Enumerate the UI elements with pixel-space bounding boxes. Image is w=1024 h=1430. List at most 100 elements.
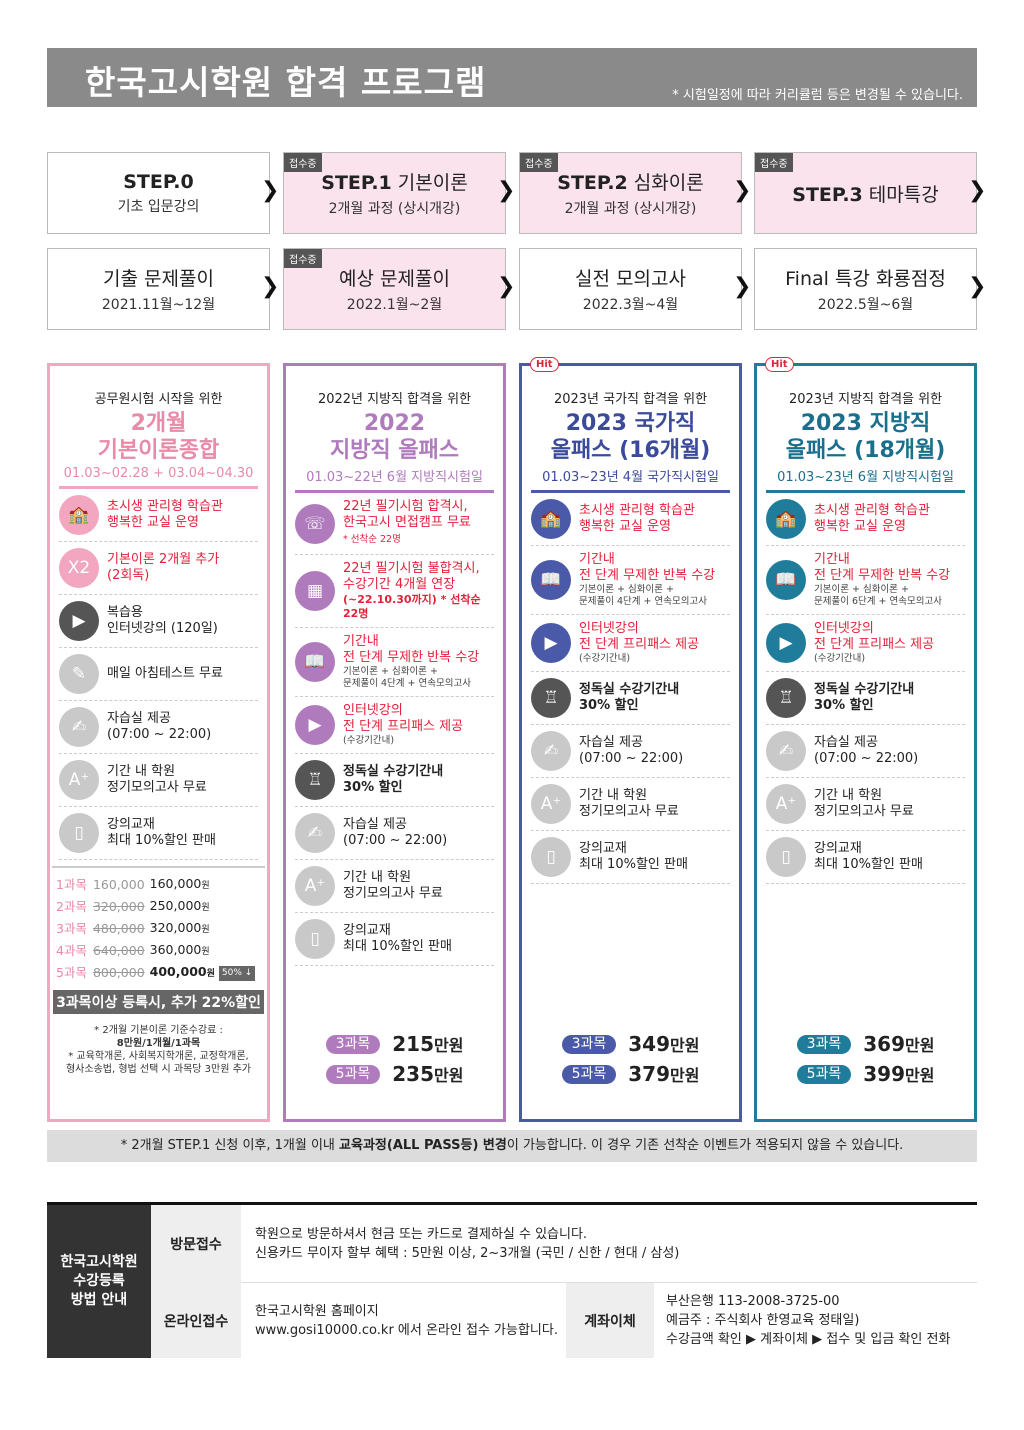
desk-icon: ♖ [295, 760, 335, 800]
visit-line: 학원으로 방문하셔서 현금 또는 카드로 결제하실 수 있습니다. [255, 1226, 588, 1242]
step-name: 실전 모의고사 [575, 268, 686, 290]
program-subtitle: 공무원시험 시작을 위한 [94, 392, 223, 407]
original-price: 640,000 [92, 943, 145, 958]
bank-line: 수강금액 확인 ▶ 계좌이체 ▶ 접수 및 입금 확인 전화 [666, 1332, 951, 1347]
program-title: 2023 지방직 올패스 (18개월) [766, 410, 965, 464]
step-number: STEP.3 [792, 183, 863, 206]
subject-count: 3과목 [56, 921, 87, 936]
step-subtitle: 2021.11월~12월 [101, 297, 216, 313]
feature-line: 자습실 제공 [814, 735, 878, 750]
feature-line: 인터넷강의 [579, 621, 639, 636]
step-card[interactable]: STEP.0 기초 입문강의 [47, 152, 270, 234]
title-line: 기본이론종합 [97, 438, 220, 463]
price-row: 2과목 320,000 250,000원 [52, 896, 265, 918]
step-card[interactable]: 접수중 예상 문제풀이 2022.1월~2월 [283, 248, 506, 330]
arrow-right-icon: ❯ [733, 274, 752, 299]
total-prices: 3과목 215만원 5과목 235만원 [295, 1019, 494, 1089]
sale-price: 320,000원 [149, 920, 210, 935]
feature-line: 복습용 [107, 605, 143, 620]
open-book-icon: 📖 [766, 560, 806, 600]
feature-text: 복습용 인터넷강의 (120일) [107, 605, 218, 637]
total-amount: 349만원 [628, 1032, 700, 1056]
school-icon: 🏫 [59, 495, 99, 535]
amount-unit: 만원 [669, 1036, 700, 1055]
total-amount: 369만원 [863, 1032, 935, 1056]
program-title: 2개월 기본이론종합 [59, 410, 258, 464]
registration-title: 한국고시학원 수강등록 방법 안내 [47, 1205, 151, 1358]
feature-line: 기간 내 학원 [579, 788, 648, 803]
feature-line: 기간 내 학원 [343, 870, 412, 885]
feature-line: 문제풀이 4단계 + 연속모의고사 [343, 678, 471, 689]
total-row: 3과목 369만원 [796, 1032, 935, 1056]
extra-discount-banner: 3과목이상 등록시, 추가 22%할인 [53, 990, 264, 1014]
feature-line: 기본이론 + 심화이론 + [579, 584, 674, 595]
price-table: 1과목 160,000 160,000원 2과목 320,000 250,000원 3과목 4… [52, 866, 265, 984]
bank-line: 부산은행 113-2008-3725-00 [666, 1294, 840, 1309]
step-card[interactable]: 접수중 STEP.3 테마특강 [754, 152, 977, 234]
step-card[interactable]: Final 특강 화룡점정 2022.5월~6월 [754, 248, 977, 330]
program-subtitle: 2023년 지방직 합격을 위한 [788, 392, 943, 407]
feature-line: 자습실 제공 [579, 735, 643, 750]
feature-line: 기본이론 + 심화이론 + [343, 666, 438, 677]
visit-info: 학원으로 방문하셔서 현금 또는 카드로 결제하실 수 있습니다. 신용카드 무… [241, 1205, 977, 1283]
status-badge: 접수중 [284, 153, 322, 172]
feature-text: 초시생 관리형 학습관 행복한 교실 운영 [107, 499, 223, 531]
feature-text: 기간 내 학원 정기모의고사 무료 [107, 764, 207, 796]
sale-price: 250,000원 [149, 898, 210, 913]
feature-item: 🏫 초시생 관리형 학습관 행복한 교실 운영 [531, 493, 730, 546]
feature-item: ✍ 자습실 제공 (07:00 ~ 22:00) [59, 701, 258, 754]
total-amount: 235만원 [392, 1062, 464, 1086]
feature-line: 초시생 관리형 학습관 [107, 499, 223, 514]
feature-line: 정기모의고사 무료 [343, 886, 443, 901]
feature-item: ▶ 인터넷강의 전 단계 프리패스 제공 (수강기간내) [766, 615, 965, 672]
feature-text: 초시생 관리형 학습관 행복한 교실 운영 [579, 503, 695, 535]
currency-unit: 원 [201, 947, 210, 957]
page-title: 한국고시학원 합격 프로그램 [85, 63, 487, 102]
subject-pill: 3과목 [561, 1034, 617, 1054]
step-card[interactable]: 접수중 STEP.2 심화이론 2개월 과정 (상시개강) [519, 152, 742, 234]
step-card[interactable]: 실전 모의고사 2022.3월~4월 [519, 248, 742, 330]
price-row: 3과목 480,000 320,000원 [52, 918, 265, 940]
desk-icon: ♖ [766, 678, 806, 718]
feature-line: 최대 10%할인 판매 [579, 857, 688, 872]
feature-text: 기간 내 학원 정기모의고사 무료 [579, 788, 679, 820]
online-label: 온라인접수 [151, 1283, 241, 1358]
feature-line: 인터넷강의 [343, 703, 403, 718]
feature-text: 강의교재 최대 10%할인 판매 [107, 817, 216, 849]
feature-line: 인터넷강의 [814, 621, 874, 636]
step-card[interactable]: 접수중 STEP.1 기본이론 2개월 과정 (상시개강) [283, 152, 506, 234]
online-info: 한국고시학원 홈페이지 www.gosi10000.co.kr 에서 온라인 접… [241, 1283, 566, 1358]
feature-line: 강의교재 [107, 817, 155, 832]
step-title: 기출 문제풀이 [103, 264, 214, 291]
subject-pill: 5과목 [561, 1064, 617, 1084]
arrow-right-icon: ❯ [261, 274, 280, 299]
feature-line: 정기모의고사 무료 [107, 780, 207, 795]
step-subtitle: 2022.3월~4월 [582, 297, 679, 313]
feature-line: (수강기간내) [814, 653, 866, 664]
step-card[interactable]: 기출 문제풀이 2021.11월~12월 [47, 248, 270, 330]
step-title: STEP.1 기본이론 [321, 168, 467, 195]
original-price: 800,000 [92, 965, 145, 980]
feature-item: ▯ 강의교재 최대 10%할인 판매 [766, 831, 965, 884]
arrow-right-icon: ❯ [733, 178, 752, 203]
program-period: 01.03~23년 4월 국가직시험일 [531, 466, 730, 493]
subject-count: 5과목 [56, 965, 87, 980]
feature-item: X2 기본이론 2개월 추가 (2회독) [59, 542, 258, 595]
header-note: * 시험일정에 따라 커리큘럼 등은 변경될 수 있습니다. [672, 88, 963, 103]
price-row: 5과목 800,000 400,000원 50% ↓ [52, 962, 265, 984]
feature-item: 📖 기간내 전 단계 무제한 반복 수강 기본이론 + 심화이론 + 문제풀이 4단계 … [531, 546, 730, 615]
feature-line: (07:00 ~ 22:00) [107, 727, 212, 742]
program-subtitle: 2023년 국가직 합격을 위한 [553, 392, 708, 407]
feature-line: 강의교재 [814, 841, 862, 856]
feature-text: 자습실 제공 (07:00 ~ 22:00) [107, 711, 211, 743]
program-subtitle: 2022년 지방직 합격을 위한 [317, 392, 472, 407]
subject-count: 1과목 [56, 877, 87, 892]
feature-line: (07:00 ~ 22:00) [343, 833, 448, 848]
feature-item: ✍ 자습실 제공 (07:00 ~ 22:00) [295, 807, 494, 860]
online-url[interactable]: www.gosi10000.co.kr 에서 온라인 접수 가능합니다. [255, 1322, 558, 1338]
status-badge: 접수중 [284, 249, 322, 268]
program-period: 01.03~23년 6월 지방직시험일 [766, 466, 965, 493]
exam-paper-icon: A⁺ [59, 760, 99, 800]
notice-bar: * 2개월 STEP.1 신청 이후, 1개월 이내 교육과정(ALL PASS… [47, 1130, 977, 1162]
feature-line: (07:00 ~ 22:00) [579, 751, 684, 766]
